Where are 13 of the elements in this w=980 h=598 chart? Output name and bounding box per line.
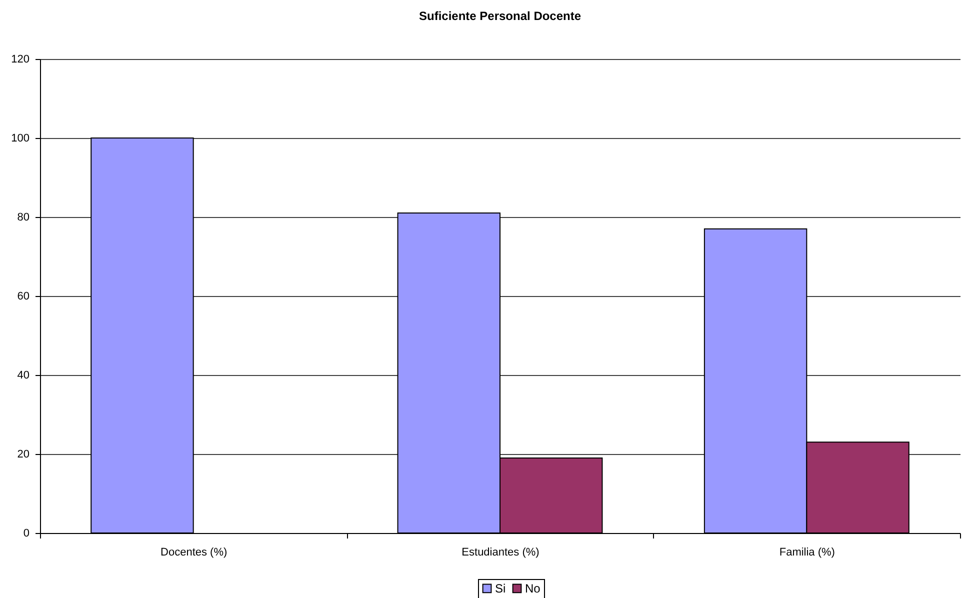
y-tick-label: 60 [17, 290, 30, 302]
y-tick-label: 0 [23, 528, 30, 540]
y-tick-label: 20 [17, 448, 30, 460]
x-tick-label: Familia (%) [779, 546, 835, 558]
x-tick-label: Docentes (%) [160, 546, 228, 558]
legend-label: No [525, 581, 541, 596]
legend-label: Si [495, 581, 506, 596]
y-tick-label: 120 [11, 54, 30, 66]
x-tick-label: Estudiantes (%) [462, 546, 540, 558]
chart-title: Suficiente Personal Docente [418, 9, 582, 23]
y-tick-label: 100 [11, 132, 30, 144]
y-tick-label: 80 [17, 212, 30, 224]
y-tick-label: 40 [17, 370, 30, 382]
